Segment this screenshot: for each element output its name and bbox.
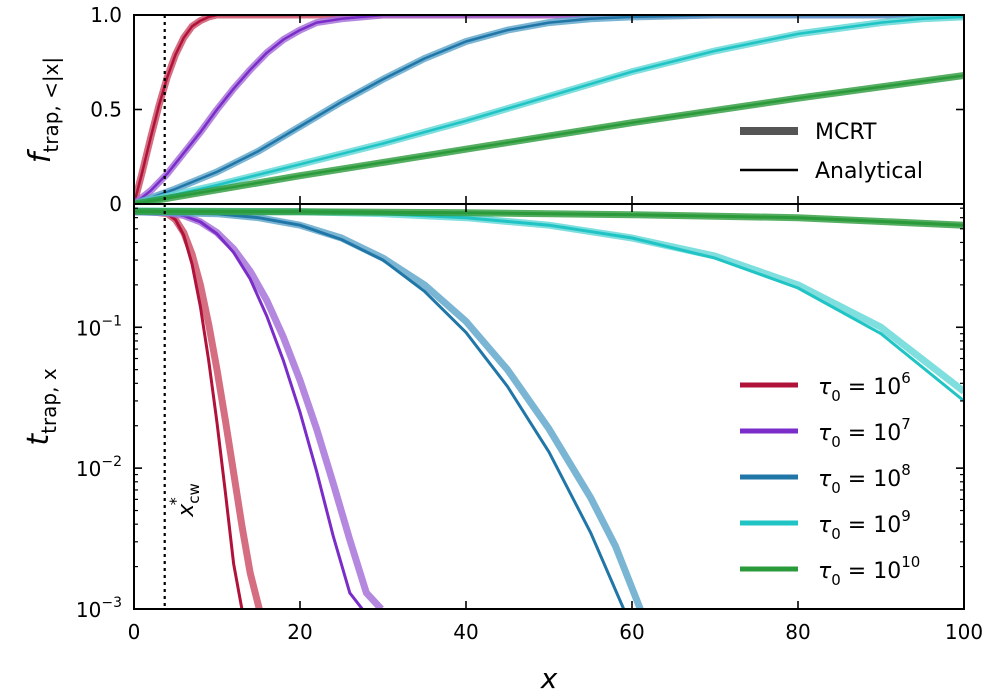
top-analytical-line--0-10-6 bbox=[134, 15, 964, 204]
legend-bottom-label-10: τ0 = 1010 bbox=[818, 553, 920, 589]
top-analytical-line--0-10-8 bbox=[134, 15, 964, 204]
bottom-analytical-line--0-10-10 bbox=[134, 209, 964, 227]
bottom-y-axis-title: ttrap, x bbox=[21, 368, 61, 445]
legend-top-label-mcrt: MCRT bbox=[815, 120, 877, 145]
xcw-main: x bbox=[174, 503, 199, 518]
top-y-tick-label: 1.0 bbox=[90, 3, 122, 27]
legend-top: MCRT Analytical bbox=[740, 120, 923, 184]
bottom-y-tick-label: 10−2 bbox=[76, 454, 122, 481]
bottom-y-tick-label: 10−3 bbox=[76, 595, 122, 622]
bottom-curves bbox=[134, 207, 964, 609]
xcw-sup: * bbox=[166, 497, 185, 505]
bottom-ticks: 0 20 40 60 80 100 10−3 10−2 10−1 bbox=[76, 204, 983, 644]
bottom-x-tick-label: 80 bbox=[785, 620, 810, 644]
bottom-ylabel-main: t bbox=[21, 433, 56, 446]
bottom-x-tick-label: 40 bbox=[453, 620, 478, 644]
bottom-analytical-line--0-10-7 bbox=[134, 210, 364, 609]
bottom-y-tick-label: 10−1 bbox=[76, 313, 122, 340]
bottom-mcrt-line--0-10-8 bbox=[134, 208, 644, 609]
top-analytical-line--0-10-10 bbox=[134, 74, 964, 204]
xcw-sub: cw bbox=[185, 483, 203, 504]
bottom-ylabel-sub: trap, x bbox=[37, 368, 61, 434]
bottom-analytical-line--0-10-8 bbox=[134, 210, 626, 609]
bottom-frame bbox=[133, 203, 965, 610]
svg-text:xcw*: xcw* bbox=[166, 483, 203, 518]
bottom-x-tick-label: 100 bbox=[945, 620, 983, 644]
legend-top-label-analytical: Analytical bbox=[815, 159, 923, 184]
legend-bottom-label-9: τ0 = 109 bbox=[818, 507, 911, 543]
xcw-annotation: xcw* bbox=[166, 483, 203, 518]
top-curves bbox=[134, 15, 964, 204]
top-y-axis-title: ftrap, <|x| bbox=[23, 57, 63, 163]
bottom-mcrt-line--0-10-7 bbox=[134, 208, 384, 609]
top-y-tick-label: 0.5 bbox=[90, 98, 122, 122]
top-y-tick-label: 0 bbox=[109, 192, 122, 216]
top-ylabel-sub: trap, <|x| bbox=[39, 57, 63, 153]
bottom-x-tick-label: 20 bbox=[287, 620, 312, 644]
legend-bottom: τ0 = 106 τ0 = 107 τ0 = 108 τ0 = 109 τ0 = 101… bbox=[740, 369, 920, 589]
legend-bottom-label-7: τ0 = 107 bbox=[818, 415, 911, 451]
legend-bottom-label-6: τ0 = 106 bbox=[818, 369, 911, 405]
top-analytical-line--0-10-9 bbox=[134, 15, 964, 204]
top-panel: 0 0.5 1.0 bbox=[90, 3, 965, 216]
bottom-x-tick-label: 0 bbox=[128, 620, 141, 644]
svg-text:ttrap, x: ttrap, x bbox=[21, 368, 61, 445]
top-analytical-line--0-10-7 bbox=[134, 15, 964, 204]
bottom-panel: 0 20 40 60 80 100 10−3 10−2 10−1 bbox=[76, 203, 983, 644]
svg-text:ftrap, <|x|: ftrap, <|x| bbox=[23, 57, 63, 163]
legend-bottom-label-8: τ0 = 108 bbox=[818, 461, 911, 497]
bottom-mcrt-line--0-10-6 bbox=[134, 208, 263, 609]
x-axis-title: x bbox=[540, 662, 558, 695]
bottom-x-tick-label: 60 bbox=[619, 620, 644, 644]
